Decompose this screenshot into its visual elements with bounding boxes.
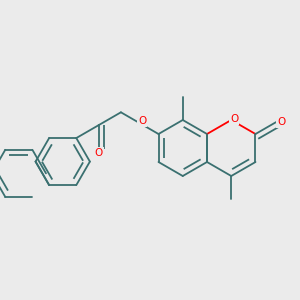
Text: O: O bbox=[277, 117, 285, 127]
Text: O: O bbox=[94, 148, 103, 158]
Text: O: O bbox=[230, 114, 238, 124]
Text: O: O bbox=[138, 116, 146, 127]
